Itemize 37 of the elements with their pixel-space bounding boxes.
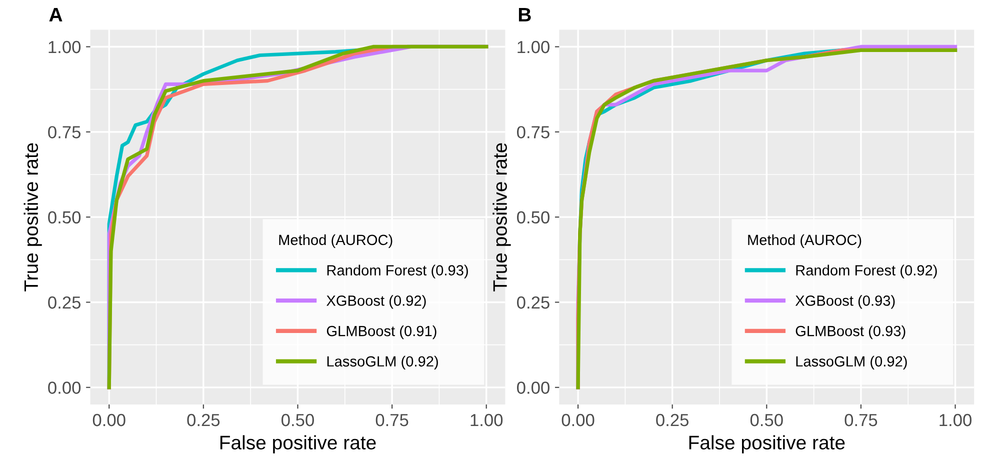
- y-tick-label: 1.00: [518, 40, 550, 54]
- x-tick-label: 0.50: [282, 414, 314, 426]
- x-tick-label: 0.25: [656, 414, 689, 426]
- y-tick-label: 0.00: [517, 382, 550, 394]
- y-tick-label: 0.00: [48, 382, 81, 394]
- legend-label: LassoGLM (0.92): [796, 356, 907, 370]
- line-series: [107, 44, 488, 390]
- chart-title: A: [49, 8, 62, 22]
- x-tick-label: 0.75: [376, 414, 408, 426]
- y-axis-title: True positive rate: [24, 143, 42, 292]
- legend-label: Random Forest (0.92): [796, 264, 937, 278]
- x-tick-label: 0.00: [92, 414, 126, 426]
- y-tick-label: 0.75: [48, 126, 80, 138]
- x-tick-label: 0.25: [187, 414, 220, 426]
- x-axis-title: False positive rate: [220, 435, 376, 454]
- x-tick-label: 0.00: [562, 414, 594, 426]
- legend-label: Random Forest (0.93): [327, 264, 468, 278]
- legend-label: GLMBoost (0.91): [326, 325, 436, 340]
- x-tick-label: 0.75: [844, 414, 878, 426]
- y-axis-title: True positive rate: [492, 143, 511, 292]
- legend-title: Method (AUROC): [748, 234, 862, 248]
- legend-title: Method (AUROC): [279, 234, 392, 248]
- y-tick-label: 1.00: [48, 40, 81, 54]
- legend-label: XGBoost (0.92): [326, 295, 426, 309]
- x-tick-label: 1.00: [940, 414, 972, 426]
- y-tick-label: 0.50: [517, 211, 550, 224]
- y-tick-label: 0.50: [48, 211, 81, 224]
- x-tick-label: 0.50: [750, 414, 783, 426]
- legend-label: GLMBoost (0.93): [796, 325, 906, 340]
- y-tick-label: 0.75: [517, 126, 550, 138]
- legend-label: XGBoost (0.93): [795, 295, 895, 309]
- x-tick-label: 1.00: [470, 414, 503, 426]
- y-tick-label: 0.25: [517, 296, 550, 309]
- x-axis-title: False positive rate: [689, 435, 845, 454]
- chart-title: B: [518, 8, 531, 22]
- legend-label: LassoGLM (0.92): [327, 356, 438, 370]
- y-tick-label: 0.25: [48, 296, 80, 309]
